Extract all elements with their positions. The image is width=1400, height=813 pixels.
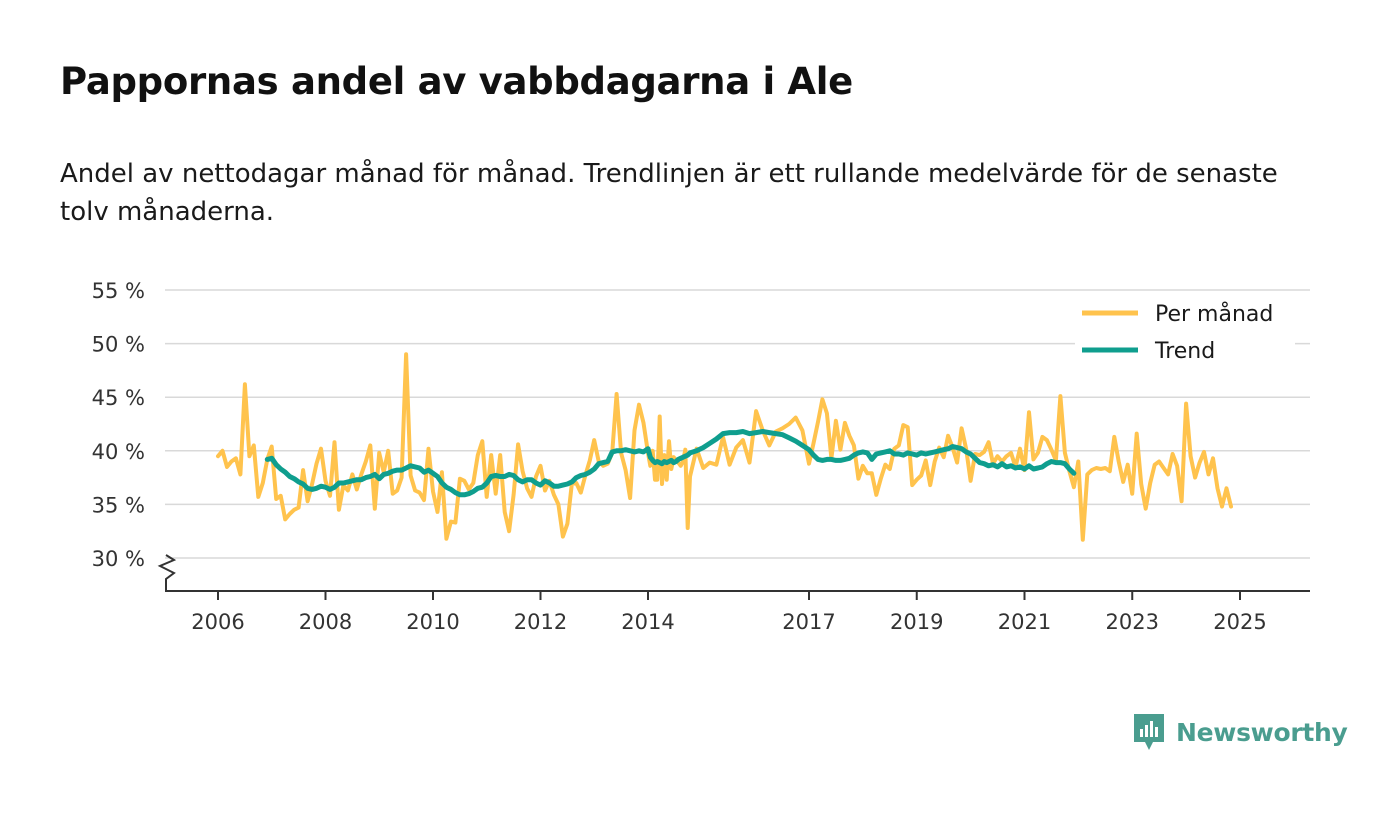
series-line-monthly xyxy=(216,352,1233,542)
series-lines xyxy=(216,352,1233,542)
legend-label-monthly: Per månad xyxy=(1155,301,1273,327)
y-tick-label: 35 % xyxy=(92,493,145,517)
y-tick-label: 55 % xyxy=(92,279,145,303)
y-tick-label: 40 % xyxy=(92,440,145,464)
brand-logo: Newsworthy xyxy=(1132,712,1348,752)
x-tick-label: 2017 xyxy=(782,610,835,634)
chart-subtitle: Andel av nettodagar månad för månad. Tre… xyxy=(60,159,1278,227)
newsworthy-logo-icon xyxy=(1134,714,1164,750)
x-tick-label: 2023 xyxy=(1106,610,1159,634)
legend-background xyxy=(1075,295,1295,375)
y-tick-label: 45 % xyxy=(92,386,145,410)
x-tick-label: 2019 xyxy=(890,610,943,634)
axis-break-icon xyxy=(157,554,177,591)
chart-title: Pappornas andel av vabbdagarna i Ale xyxy=(60,60,853,103)
legend: Per månad Trend xyxy=(1075,295,1295,375)
y-tick-label: 30 % xyxy=(92,547,145,571)
x-tick-label: 2012 xyxy=(514,610,567,634)
y-axis-ticks: 30 % 35 % 40 % 45 % 50 % 55 % xyxy=(92,279,145,571)
legend-label-trend: Trend xyxy=(1154,339,1215,364)
x-tick-label: 2010 xyxy=(406,610,459,634)
x-tick-label: 2014 xyxy=(621,610,674,634)
series-line-trend xyxy=(264,429,1077,498)
x-tick-label: 2006 xyxy=(191,610,244,634)
x-axis xyxy=(157,554,1310,592)
brand-name: Newsworthy xyxy=(1176,717,1348,747)
y-tick-label: 50 % xyxy=(92,333,145,357)
x-axis-ticks: 2006 2008 2010 2012 2014 2017 2019 2021 2023 2025 xyxy=(191,591,1267,634)
x-tick-label: 2021 xyxy=(998,610,1051,634)
x-tick-label: 2008 xyxy=(299,610,352,634)
x-tick-label: 2025 xyxy=(1213,610,1266,634)
